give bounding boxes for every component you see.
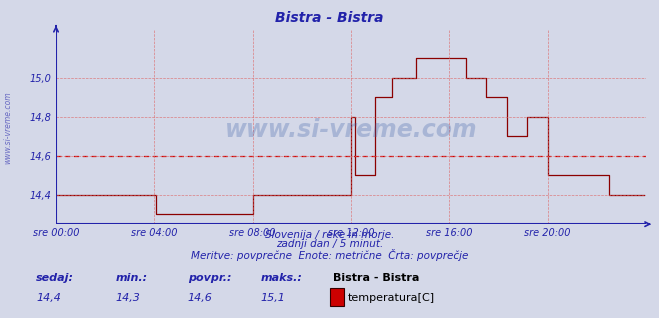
Text: povpr.:: povpr.:	[188, 273, 231, 283]
Text: www.si-vreme.com: www.si-vreme.com	[3, 91, 13, 163]
Text: 14,6: 14,6	[188, 293, 213, 302]
Text: Bistra - Bistra: Bistra - Bistra	[275, 11, 384, 25]
Text: Slovenija / reke in morje.: Slovenija / reke in morje.	[265, 230, 394, 239]
Text: 15,1: 15,1	[260, 293, 285, 302]
Text: maks.:: maks.:	[260, 273, 302, 283]
Text: sedaj:: sedaj:	[36, 273, 74, 283]
Text: min.:: min.:	[115, 273, 148, 283]
Text: 14,4: 14,4	[36, 293, 61, 302]
Text: temperatura[C]: temperatura[C]	[348, 293, 435, 302]
Text: Bistra - Bistra: Bistra - Bistra	[333, 273, 419, 283]
Text: Meritve: povprečne  Enote: metrične  Črta: povprečje: Meritve: povprečne Enote: metrične Črta:…	[191, 249, 468, 261]
Text: www.si-vreme.com: www.si-vreme.com	[225, 118, 477, 142]
Text: zadnji dan / 5 minut.: zadnji dan / 5 minut.	[276, 239, 383, 249]
Text: 14,3: 14,3	[115, 293, 140, 302]
